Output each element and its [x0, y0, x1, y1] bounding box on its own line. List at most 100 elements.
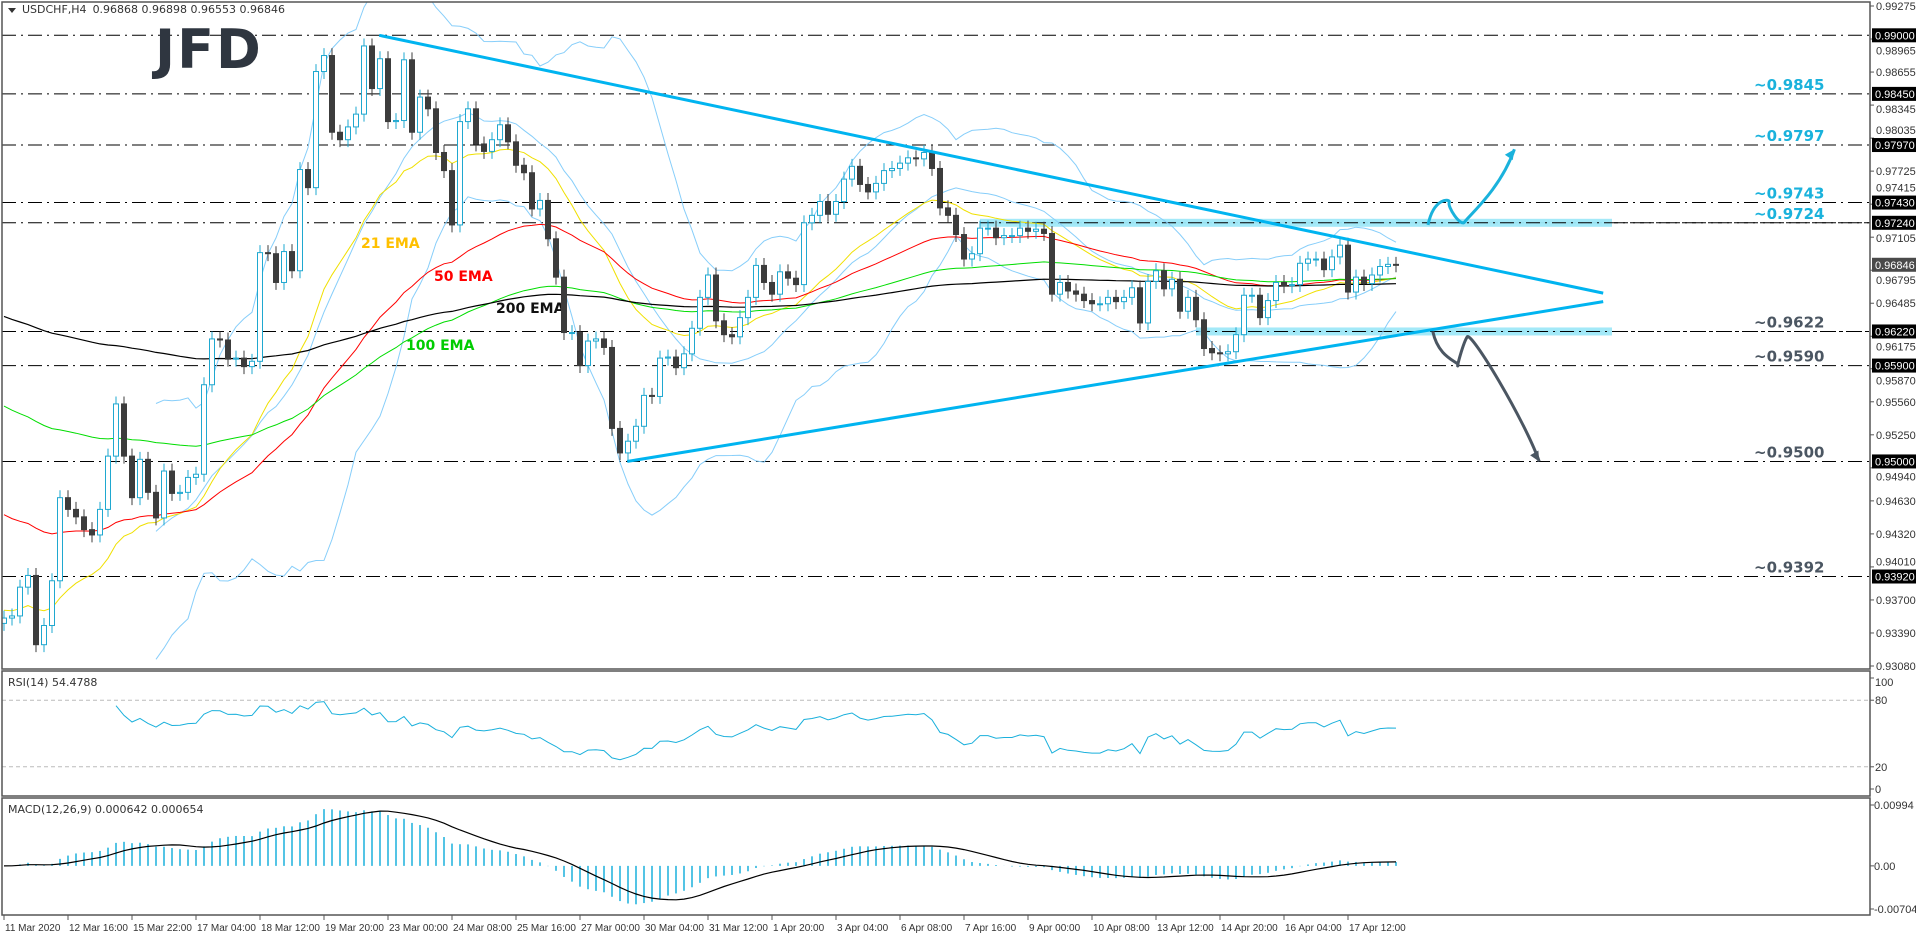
candle-body: [425, 96, 431, 110]
rsi-title: RSI(14) 54.4788: [8, 676, 98, 689]
price-tick-label: 0.98655: [1876, 67, 1916, 79]
bull-candle: [25, 567, 31, 595]
bull-candle: [753, 257, 759, 305]
price-tick-label: 0.94940: [1876, 471, 1916, 483]
bull-candle: [297, 162, 303, 279]
bull-candle: [249, 353, 255, 375]
candle-body: [1233, 334, 1239, 353]
macd-axis-label: 0.00: [1874, 861, 1895, 873]
candle-body: [1033, 228, 1039, 232]
candle-body: [553, 238, 559, 278]
candle-body: [289, 251, 295, 272]
bear-candle: [169, 463, 175, 501]
candle-body: [105, 455, 111, 510]
bear-candle: [729, 327, 735, 345]
bull-candle: [681, 346, 687, 376]
bear-candle: [385, 51, 391, 130]
bull-candle: [393, 113, 399, 130]
bear-candle: [505, 117, 511, 150]
bear-candle: [89, 522, 95, 543]
candle-body: [65, 497, 71, 510]
bear-candle: [265, 245, 271, 262]
chart-header: USDCHF,H4 0.96868 0.96898 0.96553 0.96846: [8, 3, 291, 16]
jfd-logo: JFD: [155, 18, 263, 81]
candle-body: [1321, 258, 1327, 271]
ema-50-label: 50 EMA: [434, 269, 493, 285]
candle-body: [113, 403, 119, 457]
candle-body: [849, 165, 855, 180]
bear-candle: [1161, 263, 1167, 297]
bear-candle: [993, 220, 999, 246]
candle-body: [1353, 276, 1359, 293]
bear-candle: [649, 387, 655, 404]
candle-body: [1377, 265, 1383, 276]
candle-body: [217, 338, 223, 341]
bull-candle: [41, 618, 47, 653]
bear-candle: [337, 124, 343, 148]
bear-candle: [1257, 287, 1263, 326]
symbol-timeframe: USDCHF,H4: [22, 3, 87, 16]
level-price-box: [1872, 28, 1916, 43]
candle-body: [737, 317, 743, 338]
time-axis[interactable]: 11 Mar 2020 12 Mar 16:00 15 Mar 22:00 17 Ma…: [3, 915, 1406, 934]
candle-body: [1041, 228, 1047, 234]
candle-body: [705, 274, 711, 298]
ascending-trendline: [626, 300, 1604, 463]
bull-candle: [1249, 287, 1255, 303]
candle-body: [41, 625, 47, 646]
candle-body: [1329, 256, 1335, 271]
bull-candle: [1369, 267, 1375, 291]
price-tick-label: 0.96485: [1876, 298, 1916, 310]
bull-candle: [1121, 289, 1127, 310]
level-annotation: ~0.9392: [1754, 559, 1824, 577]
bear-candle: [937, 161, 943, 216]
candle-body: [2, 617, 7, 624]
candle-body: [617, 427, 623, 454]
candle-body: [601, 338, 607, 348]
price-axis[interactable]: 0.99275 0.98965 0.98655 0.98345 0.98035 0.977…: [1870, 1, 1916, 673]
bull-candle: [1233, 327, 1239, 360]
candle-body: [1265, 300, 1271, 319]
candle-body: [1113, 296, 1119, 303]
candle-body: [465, 108, 471, 123]
level-price-label: 0.95900: [1875, 361, 1915, 373]
arrow-path: [1426, 148, 1516, 226]
candle-body: [1273, 281, 1279, 302]
candle-body: [673, 356, 679, 369]
candle-body: [521, 164, 527, 174]
candle-body: [305, 169, 311, 189]
bull-candle: [897, 155, 903, 176]
candle-body: [729, 334, 735, 338]
bull-candle: [665, 349, 671, 366]
candle-body: [1065, 281, 1071, 292]
bear-candle: [1193, 289, 1199, 328]
dropdown-triangle-icon[interactable]: [8, 7, 16, 13]
bull-candle: [2, 610, 7, 631]
price-tick-label: 0.94630: [1876, 496, 1916, 508]
time-tick-label: 18 Mar 12:00: [261, 923, 320, 934]
bear-candle: [217, 331, 223, 348]
macd-signal-line: [3, 810, 1397, 901]
current-price-box: [1872, 257, 1916, 272]
candle-body: [881, 170, 887, 184]
bear-candle: [329, 48, 335, 140]
bull-candle: [1145, 273, 1151, 331]
candle-body: [441, 151, 447, 172]
bear-candle: [825, 194, 831, 222]
candle-body: [1145, 280, 1151, 324]
bear-candle: [945, 200, 951, 223]
bull-candle: [537, 192, 543, 217]
candle-body: [1097, 303, 1103, 306]
bull-candle: [209, 331, 215, 393]
bear-candle: [553, 231, 559, 285]
bull-candle: [353, 106, 359, 135]
time-tick-label: 17 Mar 04:00: [197, 923, 256, 934]
candle-body: [377, 58, 383, 90]
candle-body: [1241, 294, 1247, 336]
level-annotation: ~0.9590: [1754, 348, 1824, 366]
candle-body: [817, 200, 823, 216]
bull-candle: [641, 387, 647, 434]
price-tick-label: 0.96175: [1876, 341, 1916, 353]
bull-candle: [633, 418, 639, 449]
